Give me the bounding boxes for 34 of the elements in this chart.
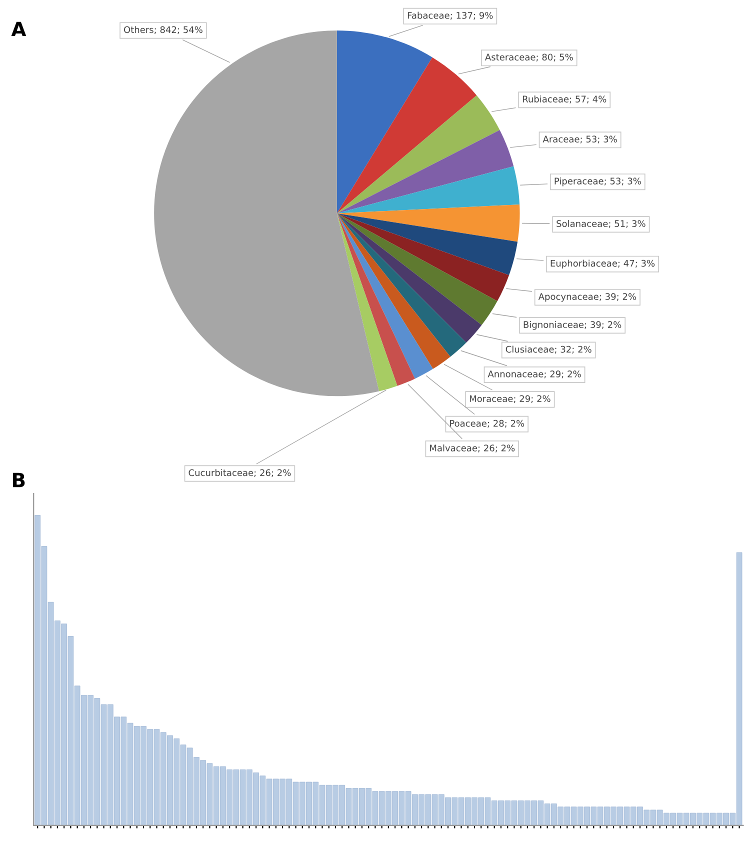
- slice-label: Araceae: [542, 136, 580, 143]
- data-label: ; 842; 54%: [154, 26, 202, 34]
- slice-label: Others: [124, 26, 154, 34]
- slice-label: Poaceae: [450, 420, 486, 427]
- text: A: [11, 22, 26, 36]
- slice-label: Apocynaceae: [538, 293, 598, 302]
- data-label: ; 28; 2%: [488, 420, 524, 428]
- slice-label: Moraceae: [470, 395, 513, 402]
- data-label: ; 137; 9%: [450, 12, 493, 20]
- text: B: [12, 472, 25, 488]
- data-label: ; 51; 3%: [608, 220, 646, 228]
- data-label: ; 32; 2%: [554, 346, 592, 354]
- slice-label: Rubiaceae: [522, 96, 569, 102]
- slice-label: Annonaceae: [488, 370, 544, 378]
- data-label: ; 29; 2%: [514, 395, 550, 403]
- data-label: ; 26; 2%: [254, 469, 291, 478]
- data-label: ; 53; 3%: [604, 178, 641, 186]
- data-label: ; 47; 3%: [618, 260, 655, 268]
- slice-label: Solanaceae: [556, 220, 608, 228]
- data-label: ; 39; 2%: [600, 293, 636, 301]
- slice-label: Asteraceae: [485, 54, 536, 61]
- slice-label: Malvaceae: [430, 444, 477, 452]
- slice-label: Bignoniaceae: [524, 321, 584, 330]
- data-label: ; 57; 4%: [570, 96, 606, 104]
- slice-label: Piperaceae: [554, 177, 604, 186]
- data-label: ; 53; 3%: [580, 136, 617, 144]
- slice-label: Cucurbitaceae: [188, 469, 254, 476]
- data-label: ; 39; 2%: [584, 321, 622, 329]
- data-label: ; 29; 2%: [544, 370, 581, 378]
- data-label: ; 80; 5%: [536, 54, 573, 62]
- data-label: ; 26; 2%: [478, 444, 515, 452]
- slice-label: Fabaceae: [408, 12, 450, 19]
- slice-label: Euphorbiaceae: [550, 260, 617, 268]
- slice-label: Clusiaceae: [506, 346, 554, 353]
